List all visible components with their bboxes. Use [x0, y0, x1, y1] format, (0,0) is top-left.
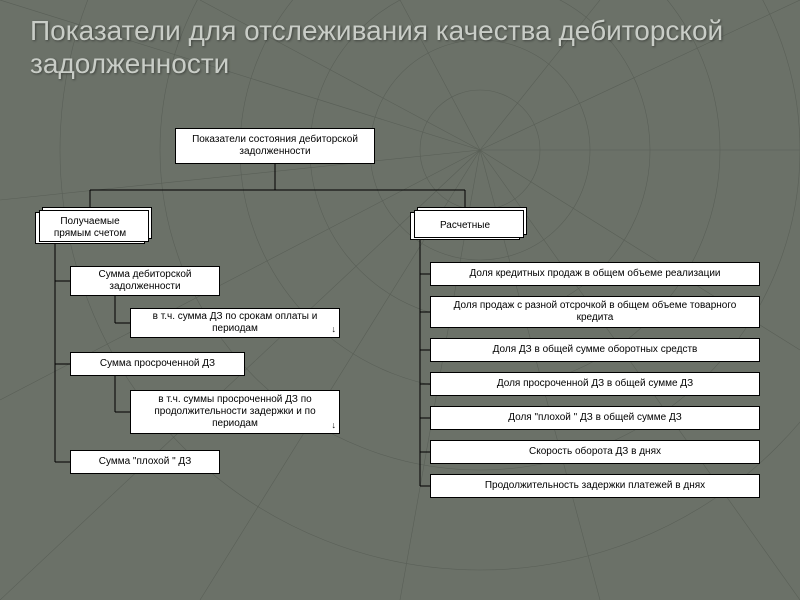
left-item-label: в т.ч. суммы просроченной ДЗ по продолжи… [137, 394, 333, 430]
branch-left-header: Получаемые прямым счетом [35, 212, 145, 244]
right-item: Продолжительность задержки платежей в дн… [430, 474, 760, 498]
right-item-label: Скорость оборота ДЗ в днях [529, 446, 661, 458]
root-node: Показатели состояния дебиторской задолже… [175, 128, 375, 164]
left-item-label: Сумма просроченной ДЗ [100, 358, 215, 370]
left-item-label: Сумма дебиторской задолженности [77, 269, 213, 293]
root-label: Показатели состояния дебиторской задолже… [182, 134, 368, 158]
left-item: Сумма просроченной ДЗ [70, 352, 245, 376]
right-item-label: Доля ДЗ в общей сумме оборотных средств [493, 344, 698, 356]
branch-right-label: Расчетные [440, 220, 490, 232]
branch-left-label: Получаемые прямым счетом [42, 216, 138, 240]
right-item-label: Доля просроченной ДЗ в общей сумме ДЗ [497, 378, 693, 390]
right-item: Доля ДЗ в общей сумме оборотных средств [430, 338, 760, 362]
left-item-label: в т.ч. сумма ДЗ по срокам оплаты и перио… [137, 311, 333, 335]
right-item-label: Доля "плохой " ДЗ в общей сумме ДЗ [508, 412, 682, 424]
right-item: Доля просроченной ДЗ в общей сумме ДЗ [430, 372, 760, 396]
right-item-label: Доля кредитных продаж в общем объеме реа… [469, 268, 720, 280]
arrow-down-icon: ↓ [332, 420, 337, 431]
right-item-label: Продолжительность задержки платежей в дн… [485, 480, 705, 492]
right-item-label: Доля продаж с разной отсрочкой в общем о… [437, 300, 753, 324]
left-item: в т.ч. суммы просроченной ДЗ по продолжи… [130, 390, 340, 434]
arrow-down-icon: ↓ [332, 324, 337, 335]
right-item: Скорость оборота ДЗ в днях [430, 440, 760, 464]
diagram-canvas: Показатели состояния дебиторской задолже… [0, 0, 800, 600]
left-item-label: Сумма "плохой " ДЗ [99, 456, 192, 468]
branch-right-header: Расчетные [410, 212, 520, 240]
slide-title: Показатели для отслеживания качества деб… [30, 14, 770, 80]
right-item: Доля "плохой " ДЗ в общей сумме ДЗ [430, 406, 760, 430]
right-item: Доля кредитных продаж в общем объеме реа… [430, 262, 760, 286]
left-item: Сумма дебиторской задолженности [70, 266, 220, 296]
left-item: в т.ч. сумма ДЗ по срокам оплаты и перио… [130, 308, 340, 338]
left-item: Сумма "плохой " ДЗ [70, 450, 220, 474]
right-item: Доля продаж с разной отсрочкой в общем о… [430, 296, 760, 328]
